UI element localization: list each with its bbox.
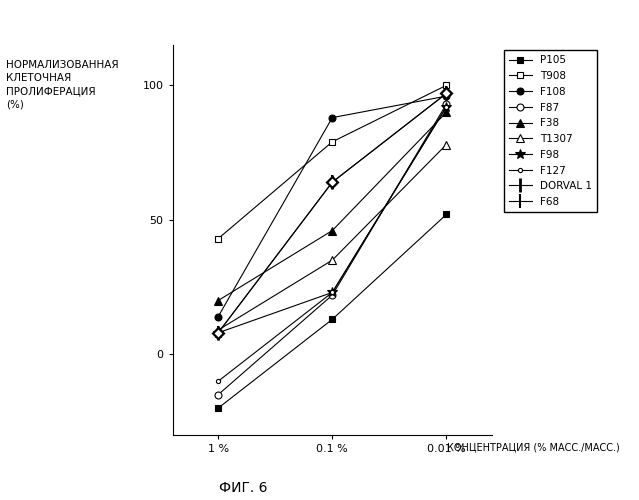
Line: T1307: T1307	[214, 140, 450, 334]
F127	[443, 104, 450, 110]
T1307	[214, 327, 222, 333]
Line: DORVAL 1: DORVAL 1	[212, 86, 453, 340]
T1307	[443, 142, 450, 148]
F108	[328, 114, 336, 120]
T908	[443, 82, 450, 88]
F98	[443, 104, 450, 110]
F127	[328, 290, 336, 296]
F108	[214, 314, 222, 320]
Text: КОНЦЕНТРАЦИЯ (% МАСС./МАСС.): КОНЦЕНТРАЦИЯ (% МАСС./МАСС.)	[447, 442, 620, 452]
F98	[328, 290, 336, 296]
Line: F127: F127	[216, 105, 449, 384]
Line: P105: P105	[215, 211, 450, 412]
T908	[328, 139, 336, 145]
F68	[328, 179, 336, 185]
F38	[443, 109, 450, 115]
F68	[443, 90, 450, 96]
F98	[214, 330, 222, 336]
Line: T908: T908	[215, 82, 450, 242]
Line: F68: F68	[212, 86, 453, 340]
Line: F87: F87	[215, 100, 450, 398]
Text: НОРМАЛИЗОВАННАЯ
КЛЕТОЧНАЯ
ПРОЛИФЕРАЦИЯ
(%): НОРМАЛИЗОВАННАЯ КЛЕТОЧНАЯ ПРОЛИФЕРАЦИЯ (…	[6, 60, 119, 110]
Line: F38: F38	[214, 108, 450, 304]
F127	[214, 378, 222, 384]
F38	[328, 228, 336, 234]
F87	[443, 101, 450, 107]
P105	[328, 316, 336, 322]
F38	[214, 298, 222, 304]
T1307	[328, 257, 336, 263]
P105	[443, 212, 450, 218]
F68	[214, 330, 222, 336]
F87	[214, 392, 222, 398]
DORVAL 1	[443, 90, 450, 96]
F87	[328, 292, 336, 298]
P105	[214, 405, 222, 411]
Legend: P105, T908, F108, F87, F38, T1307, F98, F127, DORVAL 1, F68: P105, T908, F108, F87, F38, T1307, F98, …	[504, 50, 597, 212]
Line: F108: F108	[215, 92, 450, 320]
Line: F98: F98	[213, 102, 451, 338]
F108	[443, 93, 450, 99]
T908	[214, 236, 222, 242]
Text: ФИГ. 6: ФИГ. 6	[219, 481, 267, 495]
DORVAL 1	[328, 179, 336, 185]
DORVAL 1	[214, 330, 222, 336]
